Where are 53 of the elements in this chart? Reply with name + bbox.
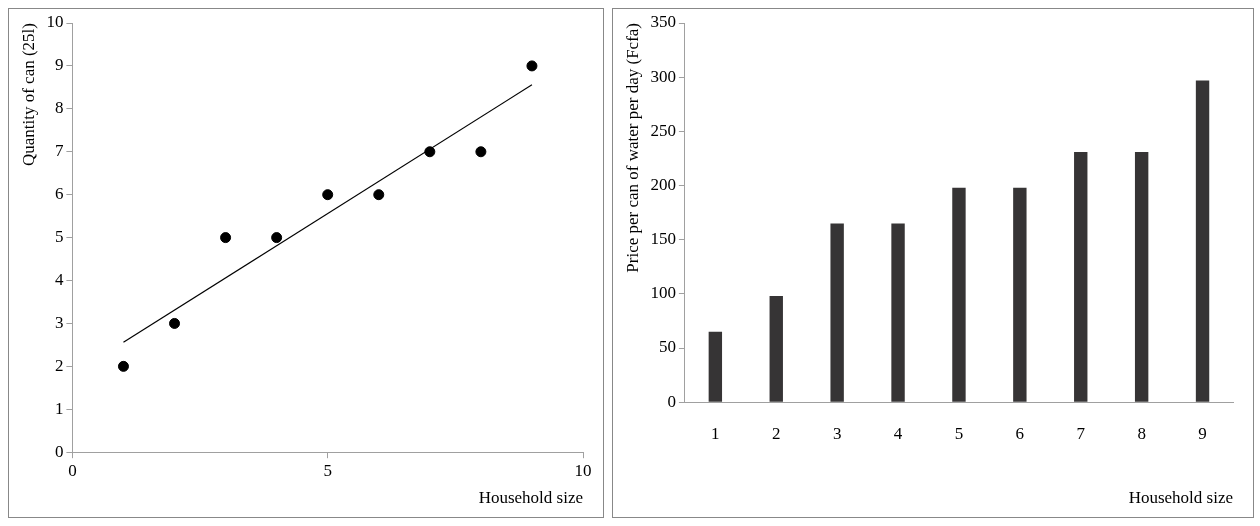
y-tick-label: 6 xyxy=(54,184,64,204)
x-axis-title: Household size xyxy=(1128,488,1233,508)
bar xyxy=(769,296,783,402)
y-tick-label: 0 xyxy=(667,391,676,411)
y-tick-label: 2 xyxy=(54,355,64,375)
x-tick-label: 10 xyxy=(574,460,592,480)
y-tick-label: 10 xyxy=(46,12,64,32)
point xyxy=(475,146,487,158)
y-tick-label: 1 xyxy=(54,398,64,418)
y-tick-label: 150 xyxy=(650,229,676,249)
point xyxy=(424,146,436,158)
y-tick-label: 50 xyxy=(658,337,676,357)
x-tick-label: 8 xyxy=(1137,423,1146,443)
x-tick-label: 2 xyxy=(772,423,781,443)
x-tick-label: 5 xyxy=(954,423,964,443)
y-tick-label: 9 xyxy=(54,55,64,75)
point xyxy=(322,189,334,201)
point xyxy=(220,232,232,244)
x-tick-label: 4 xyxy=(893,423,903,443)
x-tick-label: 3 xyxy=(832,423,842,443)
y-tick-label: 3 xyxy=(54,312,64,332)
x-tick-label: 5 xyxy=(323,460,332,480)
point xyxy=(117,360,129,372)
y-tick-label: 100 xyxy=(650,283,676,303)
y-tick-label: 250 xyxy=(650,120,676,140)
y-tick-label: 7 xyxy=(54,141,64,161)
bar xyxy=(708,331,723,402)
y-tick-label: 350 xyxy=(650,12,676,32)
y-tick-label: 4 xyxy=(54,269,64,289)
point xyxy=(169,317,181,329)
bar xyxy=(952,187,966,402)
y-tick-label: 0 xyxy=(54,441,64,461)
y-tick-label: 5 xyxy=(54,227,64,247)
bar xyxy=(1013,187,1027,402)
bar xyxy=(830,223,844,402)
bar xyxy=(1195,80,1210,402)
point xyxy=(373,189,385,201)
x-tick-label: 1 xyxy=(711,423,720,443)
bar xyxy=(1134,151,1149,402)
bar xyxy=(891,223,905,402)
x-axis-title: Household size xyxy=(478,488,583,508)
y-axis-title: Quantity of can (25l) xyxy=(18,23,38,167)
point xyxy=(271,232,283,244)
y-tick-label: 300 xyxy=(650,66,676,86)
bar xyxy=(1074,151,1088,402)
y-tick-label: 8 xyxy=(54,98,64,118)
y-tick-label: 200 xyxy=(650,174,676,194)
y-axis-title: Price per can of water per day (Fcfa) xyxy=(622,23,642,273)
x-tick-label: 6 xyxy=(1015,423,1025,443)
x-tick-label: 7 xyxy=(1076,423,1086,443)
point xyxy=(526,60,538,72)
x-tick-label: 0 xyxy=(68,460,77,480)
x-tick-label: 9 xyxy=(1198,423,1207,443)
